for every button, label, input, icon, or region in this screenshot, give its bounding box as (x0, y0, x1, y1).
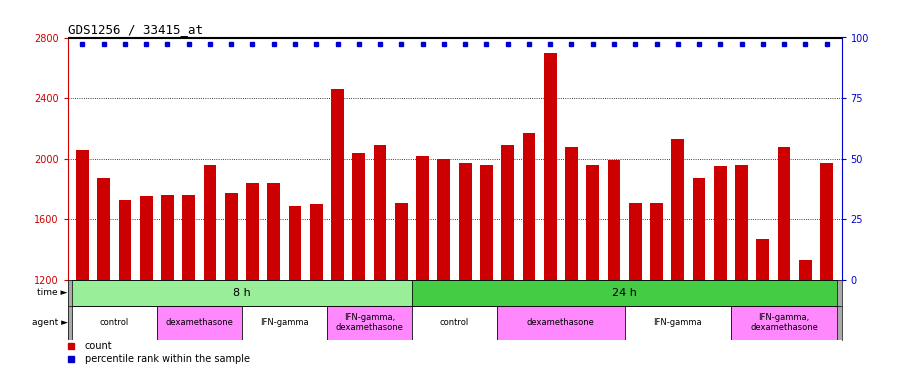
Bar (161, 195, 174, 375)
Bar (97, 178, 110, 375)
Bar (119, 200, 131, 375)
Text: GDS1256 / 33415_at: GDS1256 / 33415_at (68, 23, 203, 36)
Bar (289, 206, 302, 375)
Bar (395, 202, 408, 375)
Bar (203, 165, 216, 375)
Text: control: control (100, 318, 129, 327)
Bar (72, 280, 412, 306)
Bar (650, 202, 663, 375)
Bar (756, 239, 770, 375)
Text: 8 h: 8 h (233, 288, 251, 298)
Text: dexamethasone: dexamethasone (526, 318, 595, 327)
Bar (714, 166, 726, 375)
Text: IFN-gamma: IFN-gamma (260, 318, 309, 327)
Bar (374, 145, 386, 375)
Bar (459, 163, 472, 375)
Bar (412, 280, 837, 306)
Bar (225, 194, 238, 375)
Bar (437, 159, 450, 375)
Text: IFN-gamma,
dexamethasone: IFN-gamma, dexamethasone (336, 313, 403, 332)
Bar (183, 195, 195, 375)
Bar (565, 147, 578, 375)
Text: agent ►: agent ► (32, 318, 68, 327)
Bar (625, 306, 731, 339)
Bar (629, 202, 642, 375)
Text: percentile rank within the sample: percentile rank within the sample (85, 354, 249, 364)
Bar (586, 165, 599, 375)
Bar (76, 150, 89, 375)
Text: control: control (440, 318, 469, 327)
Bar (799, 260, 812, 375)
Bar (480, 165, 493, 375)
Bar (140, 196, 153, 375)
Text: time ►: time ► (37, 288, 68, 297)
Bar (327, 306, 412, 339)
Text: IFN-gamma: IFN-gamma (653, 318, 702, 327)
Bar (157, 306, 242, 339)
Bar (416, 156, 429, 375)
Text: 24 h: 24 h (612, 288, 637, 298)
Bar (523, 133, 536, 375)
Text: count: count (85, 340, 112, 351)
Bar (693, 178, 706, 375)
Bar (242, 306, 327, 339)
Bar (310, 204, 323, 375)
Bar (501, 145, 514, 375)
Bar (671, 139, 684, 375)
Bar (820, 163, 833, 375)
Bar (412, 306, 497, 339)
Bar (778, 147, 790, 375)
Bar (331, 89, 344, 375)
Bar (353, 153, 365, 375)
Bar (735, 165, 748, 375)
Bar (544, 53, 556, 375)
Text: IFN-gamma,
dexamethasone: IFN-gamma, dexamethasone (751, 313, 818, 332)
Text: dexamethasone: dexamethasone (166, 318, 233, 327)
Bar (497, 306, 625, 339)
Bar (267, 183, 280, 375)
Bar (608, 160, 620, 375)
Bar (731, 306, 837, 339)
Bar (72, 306, 157, 339)
Bar (246, 183, 259, 375)
